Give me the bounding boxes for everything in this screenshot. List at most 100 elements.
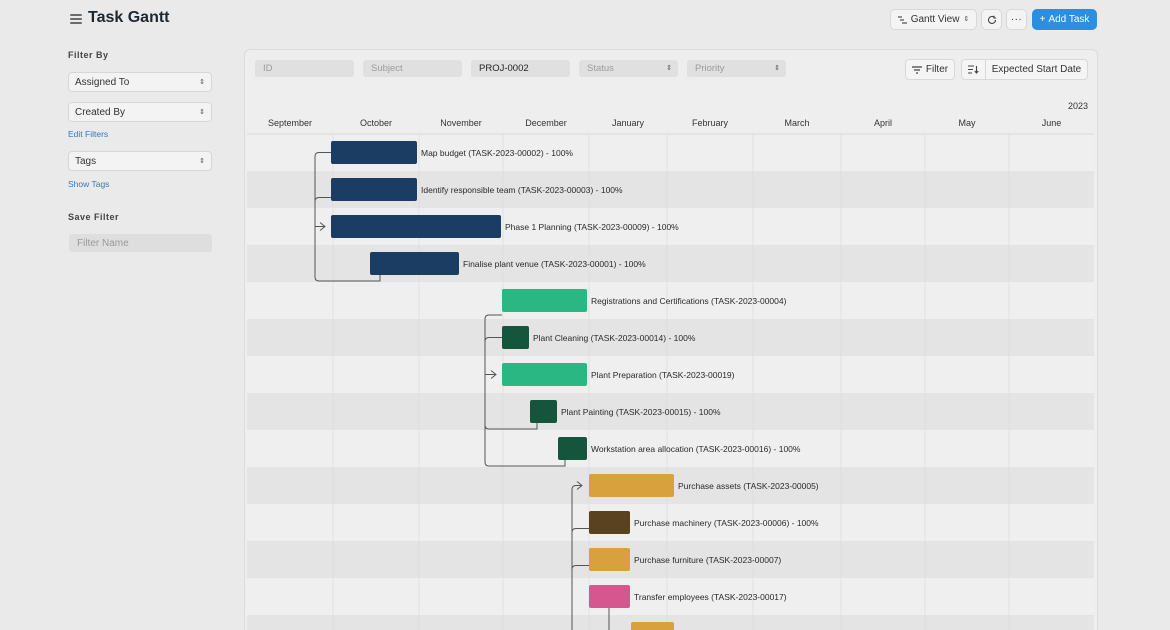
project-value: PROJ-0002 (479, 63, 529, 74)
filter-by-heading: Filter By (68, 50, 109, 60)
task-label: Map budget (TASK-2023-00002) - 100% (421, 148, 573, 158)
gantt-row (247, 356, 1094, 393)
sort-field-button[interactable]: Expected Start Date (986, 60, 1087, 79)
id-placeholder: ID (263, 63, 273, 74)
gantt-row (247, 541, 1094, 578)
created-by-label: Created By (75, 106, 126, 118)
select-arrows-icon: ⇕ (774, 65, 780, 72)
task-bar[interactable] (502, 289, 587, 312)
arrow-head-icon (490, 370, 497, 379)
select-arrows-icon: ⇕ (666, 65, 672, 72)
select-arrows-icon: ⇕ (199, 78, 205, 86)
more-actions-button[interactable]: ··· (1006, 9, 1027, 30)
month-label: March (784, 118, 809, 128)
task-label: Plant Cleaning (TASK-2023-00014) - 100% (533, 333, 696, 343)
priority-filter-select[interactable]: Priority ⇕ (687, 60, 786, 77)
task-bar[interactable] (589, 548, 630, 571)
task-bar[interactable] (331, 141, 417, 164)
task-label: Plant Painting (TASK-2023-00015) - 100% (561, 407, 721, 417)
task-label: Registrations and Certifications (TASK-2… (591, 296, 787, 306)
refresh-icon (987, 15, 996, 24)
task-label: Purchase furniture (TASK-2023-00007) (634, 555, 781, 565)
gantt-row (247, 504, 1094, 541)
dependency-arrow (484, 314, 502, 375)
filter-icon (911, 65, 922, 74)
dependency-arrow (314, 226, 381, 282)
plus-icon: + (1039, 14, 1046, 25)
created-by-select[interactable]: Created By ⇕ (68, 102, 212, 122)
dependency-arrow (314, 197, 331, 227)
gantt-row (247, 430, 1094, 467)
add-task-button[interactable]: + Add Task (1032, 9, 1097, 30)
task-label: Purchase machinery (TASK-2023-00006) - 1… (634, 518, 819, 528)
task-bar[interactable] (558, 437, 587, 460)
gantt-row (247, 282, 1094, 319)
month-label: December (525, 118, 567, 128)
task-label: Finalise plant venue (TASK-2023-00001) -… (463, 259, 646, 269)
arrow-head-icon (319, 222, 326, 231)
refresh-button[interactable] (981, 9, 1002, 30)
filter-name-placeholder: Filter Name (77, 237, 129, 249)
gantt-header (247, 92, 1094, 134)
edit-filters-link[interactable]: Edit Filters (68, 129, 109, 139)
view-switcher-button[interactable]: Gantt View ⇕ (890, 9, 977, 30)
filter-button[interactable]: Filter (905, 59, 955, 80)
gantt-icon (897, 15, 907, 24)
gantt-row (247, 319, 1094, 356)
month-label: October (360, 118, 392, 128)
subject-placeholder: Subject (371, 63, 403, 74)
month-label: November (440, 118, 482, 128)
select-arrows-icon: ⇕ (199, 108, 205, 116)
dependency-arrow (484, 337, 502, 375)
sidebar-toggle-icon[interactable] (70, 14, 82, 24)
project-filter-input[interactable]: PROJ-0002 (471, 60, 570, 77)
month-label: January (612, 118, 645, 128)
arrow-head-icon (576, 481, 583, 490)
filter-name-input[interactable]: Filter Name (69, 234, 212, 252)
filter-label: Filter (925, 64, 949, 75)
month-label: April (874, 118, 892, 128)
task-bar[interactable] (502, 326, 529, 349)
dependency-arrow (571, 565, 589, 570)
tags-label: Tags (75, 155, 97, 167)
status-filter-select[interactable]: Status ⇕ (579, 60, 678, 77)
task-label: Plant Preparation (TASK-2023-00019) (591, 370, 735, 380)
id-filter-input[interactable]: ID (255, 60, 354, 77)
page-title: Task Gantt (88, 9, 170, 26)
task-bar[interactable] (530, 400, 557, 423)
dependency-arrow (571, 528, 589, 533)
view-switcher-label: Gantt View (910, 14, 960, 25)
priority-placeholder: Priority (695, 63, 725, 74)
task-bar[interactable] (331, 178, 417, 201)
gantt-svg: 2023 September October November December Janu… (247, 92, 1094, 630)
task-bar[interactable] (589, 474, 674, 497)
assigned-to-label: Assigned To (75, 76, 130, 88)
sort-order-button[interactable] (962, 60, 986, 79)
subject-filter-input[interactable]: Subject (363, 60, 462, 77)
sort-control[interactable]: Expected Start Date (961, 59, 1088, 80)
task-bar[interactable] (370, 252, 459, 275)
task-label: Purchase assets (TASK-2023-00005) (678, 481, 819, 491)
sort-field-label: Expected Start Date (991, 64, 1082, 75)
task-label: Workstation area allocation (TASK-2023-0… (591, 444, 801, 454)
add-task-label: Add Task (1048, 14, 1090, 25)
status-placeholder: Status (587, 63, 614, 74)
month-label: February (692, 118, 729, 128)
task-bar[interactable] (502, 363, 587, 386)
tags-select[interactable]: Tags ⇕ (68, 151, 212, 171)
task-label: Transfer employees (TASK-2023-00017) (634, 592, 787, 602)
gantt-chart: 2023 September October November December Janu… (247, 92, 1094, 630)
show-tags-link[interactable]: Show Tags (68, 179, 110, 189)
ellipsis-icon: ··· (1010, 14, 1023, 25)
task-bar[interactable] (589, 511, 630, 534)
dependency-arrow (571, 485, 582, 630)
save-filter-heading: Save Filter (68, 212, 120, 222)
task-bar[interactable] (589, 585, 630, 608)
task-label: Phase 1 Planning (TASK-2023-00009) - 100… (505, 222, 679, 232)
assigned-to-select[interactable]: Assigned To ⇕ (68, 72, 212, 92)
gantt-row (247, 393, 1094, 430)
task-label: Identify responsible team (TASK-2023-000… (421, 185, 623, 195)
task-bar[interactable] (331, 215, 501, 238)
sort-icon (968, 65, 979, 74)
task-bar[interactable] (631, 622, 674, 630)
